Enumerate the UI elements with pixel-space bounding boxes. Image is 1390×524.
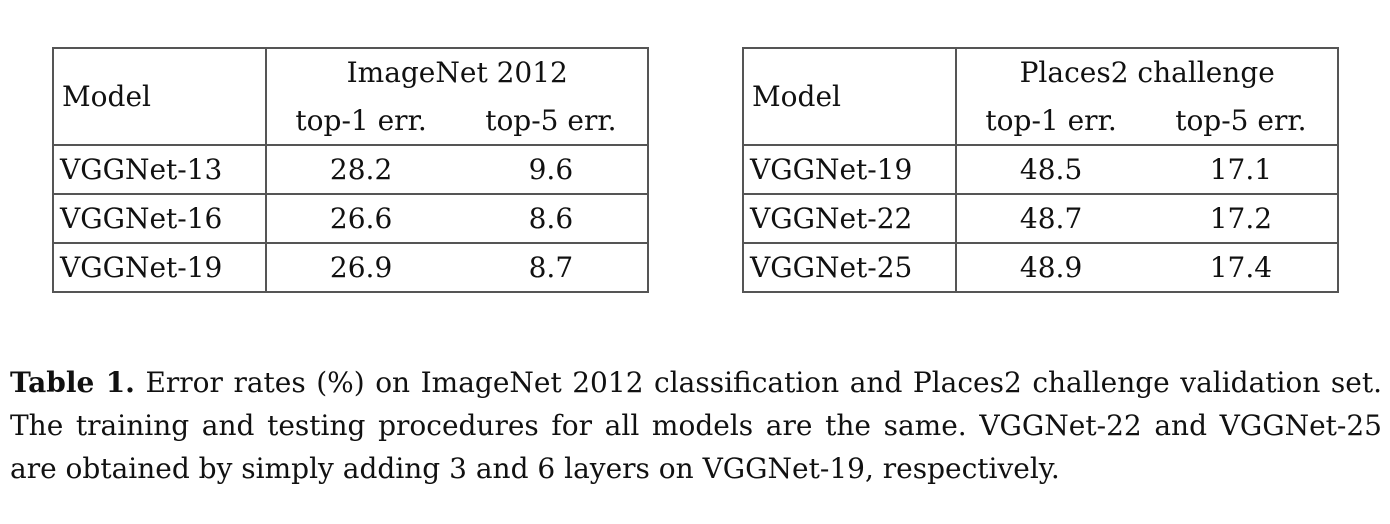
table-caption: Table 1. Error rates (%) on ImageNet 201…	[10, 361, 1382, 490]
model-name-cell: VGGNet-19	[741, 144, 958, 195]
top5-column-header: top-5 err.	[1144, 96, 1340, 146]
model-name-cell: VGGNet-19	[51, 242, 268, 293]
table-row: VGGNet-16 26.6 8.6	[51, 193, 650, 244]
table-subheader-row: top-1 err. top-5 err.	[53, 96, 650, 146]
imagenet-results-table: Model ImageNet 2012 top-1 err. top-5 err…	[51, 47, 650, 293]
top5-value-cell: 8.7	[454, 242, 650, 293]
caption-label: Table 1.	[10, 366, 135, 399]
top5-value-cell: 17.2	[1144, 193, 1340, 244]
top1-value-cell: 48.9	[955, 242, 1145, 293]
table-row: VGGNet-25 48.9 17.4	[741, 242, 1340, 293]
top1-column-header: top-1 err.	[955, 96, 1145, 146]
places2-results-table: Model Places2 challenge top-1 err. top-5…	[741, 47, 1340, 293]
model-name-cell: VGGNet-25	[741, 242, 958, 293]
top5-value-cell: 17.1	[1144, 144, 1340, 195]
top5-column-header: top-5 err.	[454, 96, 650, 146]
table-header-row: Model Places2 challenge	[741, 47, 1339, 146]
top5-value-cell: 9.6	[454, 144, 650, 195]
dataset-group-header: ImageNet 2012	[265, 47, 649, 96]
model-name-cell: VGGNet-22	[741, 193, 958, 244]
table-row: VGGNet-22 48.7 17.2	[741, 193, 1340, 244]
model-column-header: Model	[741, 47, 958, 146]
model-column-header: Model	[51, 47, 268, 146]
model-name-cell: VGGNet-13	[51, 144, 268, 195]
model-name-cell: VGGNet-16	[51, 193, 268, 244]
top1-value-cell: 48.7	[955, 193, 1145, 244]
top1-value-cell: 26.9	[265, 242, 455, 293]
top1-value-cell: 48.5	[955, 144, 1145, 195]
caption-text: Error rates (%) on ImageNet 2012 classif…	[10, 366, 1383, 485]
top1-column-header: top-1 err.	[265, 96, 455, 146]
table-row: VGGNet-19 48.5 17.1	[741, 144, 1340, 195]
table-row: VGGNet-13 28.2 9.6	[51, 144, 650, 195]
top5-value-cell: 8.6	[454, 193, 650, 244]
table-subheader-row: top-1 err. top-5 err.	[743, 96, 1340, 146]
top1-value-cell: 26.6	[265, 193, 455, 244]
top5-value-cell: 17.4	[1144, 242, 1340, 293]
top1-value-cell: 28.2	[265, 144, 455, 195]
dataset-group-header: Places2 challenge	[955, 47, 1339, 96]
table-row: VGGNet-19 26.9 8.7	[51, 242, 650, 293]
table-header-row: Model ImageNet 2012	[51, 47, 649, 146]
